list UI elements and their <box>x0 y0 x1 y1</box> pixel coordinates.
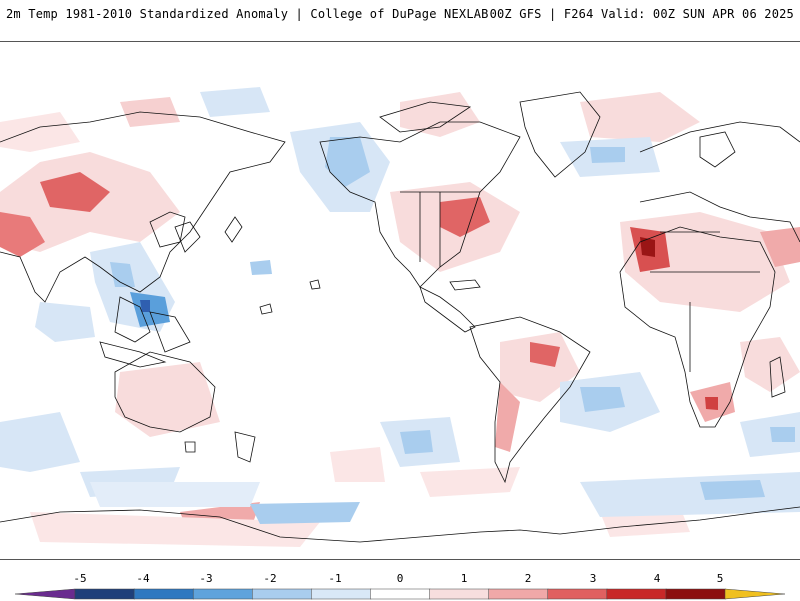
cool-anomaly-shading <box>0 87 800 524</box>
colorbar-segment <box>665 588 726 600</box>
colorbar-segment <box>724 588 786 600</box>
colorbar-segment <box>252 588 313 600</box>
tick-label: -5 <box>73 572 87 585</box>
tick-label: -3 <box>199 572 213 585</box>
tick-label: -1 <box>328 572 342 585</box>
colorbar-segment <box>488 588 549 600</box>
colorbar-segment <box>311 588 372 600</box>
colorbar-gradient <box>14 588 786 600</box>
colorbar: -5 -4 -3 -2 -1 0 1 2 3 4 5 <box>0 572 800 600</box>
tick-label: 0 <box>396 572 404 585</box>
colorbar-segment <box>429 588 490 600</box>
model-valid-time: 00Z GFS | F264 Valid: 00Z SUN APR 06 202… <box>489 7 794 21</box>
tick-label: 1 <box>460 572 468 585</box>
colorbar-segment <box>74 588 135 600</box>
tick-label: 3 <box>589 572 597 585</box>
colorbar-segment <box>133 588 194 600</box>
colorbar-segment <box>14 588 76 600</box>
world-map-svg <box>0 87 800 547</box>
tick-label: 2 <box>524 572 532 585</box>
colorbar-segment <box>192 588 254 600</box>
tick-label: 5 <box>716 572 724 585</box>
tick-label: -2 <box>263 572 277 585</box>
tick-label: 4 <box>653 572 661 585</box>
colorbar-segment <box>547 588 608 600</box>
map-title: 2m Temp 1981-2010 Standardized Anomaly |… <box>6 7 489 21</box>
colorbar-segment <box>606 588 667 600</box>
tick-label: -4 <box>136 572 150 585</box>
coastlines <box>0 91 800 543</box>
colorbar-segment <box>370 588 431 600</box>
anomaly-map <box>0 41 800 560</box>
header: 2m Temp 1981-2010 Standardized Anomaly |… <box>0 0 800 30</box>
colorbar-tick-labels: -5 -4 -3 -2 -1 0 1 2 3 4 5 <box>0 572 800 586</box>
